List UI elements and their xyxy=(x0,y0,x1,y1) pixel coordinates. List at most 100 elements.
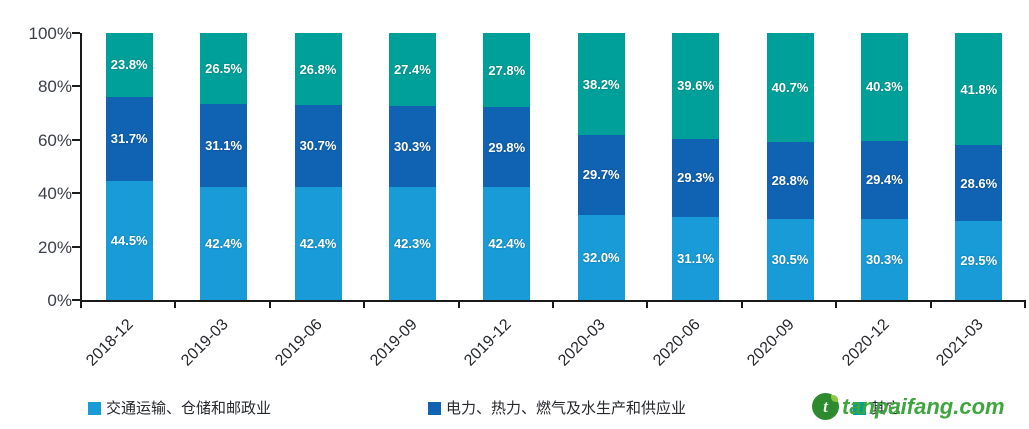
x-tick-label: 2021-03 xyxy=(933,315,987,370)
x-tick-mark xyxy=(457,300,460,308)
y-tick-mark xyxy=(72,192,80,195)
bar-2018-12: 44.5% 31.7% 23.8% xyxy=(105,33,153,300)
segment-value-label: 26.5% xyxy=(205,60,243,76)
x-tick-mark xyxy=(1024,300,1026,308)
bar-segment: 27.8% xyxy=(483,33,531,108)
segment-value-label: 23.8% xyxy=(110,57,148,73)
bar-segment: 27.4% xyxy=(388,33,436,107)
segment-value-label: 38.2% xyxy=(582,76,620,92)
segment-value-label: 27.4% xyxy=(393,62,431,78)
bar-2019-09: 42.3% 30.3% 27.4% xyxy=(388,33,436,300)
x-tick-label: 2020-12 xyxy=(838,315,893,370)
y-tick-mark xyxy=(72,299,80,301)
bar-2021-03: 29.5% 28.6% 41.8% xyxy=(955,33,1003,300)
x-tick-mark xyxy=(174,300,177,308)
segment-value-label: 31.7% xyxy=(110,131,148,147)
bar-segment: 30.5% xyxy=(766,218,814,300)
legend-label: 其它 xyxy=(871,399,902,417)
legend-swatch xyxy=(428,401,441,415)
x-tick-mark xyxy=(835,300,838,308)
segment-value-label: 31.1% xyxy=(205,137,243,153)
legend-item: 交通运输、仓储和邮政业 xyxy=(88,400,271,416)
watermark-text: tanpaifang.com xyxy=(842,393,1005,419)
bar-segment: 28.6% xyxy=(955,144,1003,222)
segment-value-label: 42.4% xyxy=(205,235,243,251)
segment-value-label: 30.5% xyxy=(771,251,809,267)
bar-segment: 42.4% xyxy=(200,186,248,300)
legend-item: 电力、热力、燃气及水生产和供应业 xyxy=(428,400,686,416)
plot-area: 44.5% 31.7% 23.8% 42.4% 31.1% 26.5% 42.4% 30.7%… xyxy=(80,33,1026,302)
segment-value-label: 28.8% xyxy=(771,172,809,188)
x-tick-mark xyxy=(80,300,82,308)
bar-segment: 39.6% xyxy=(672,33,720,139)
y-tick-label: 100% xyxy=(28,24,72,43)
bar-segment: 26.8% xyxy=(294,33,342,105)
x-tick-label: 2019-12 xyxy=(461,315,515,370)
y-tick-mark xyxy=(72,245,80,248)
bar-segment: 31.7% xyxy=(105,96,153,182)
y-tick-label: 0% xyxy=(47,291,72,310)
bar-segment: 32.0% xyxy=(577,214,625,300)
y-tick-label: 20% xyxy=(37,237,72,257)
bar-segment: 40.3% xyxy=(860,33,908,141)
segment-value-label: 30.7% xyxy=(299,138,337,154)
bar-segment: 29.4% xyxy=(860,140,908,220)
segment-value-label: 30.3% xyxy=(865,252,903,268)
segment-value-label: 28.6% xyxy=(960,175,998,191)
x-tick-mark xyxy=(740,300,743,308)
segment-value-label: 42.4% xyxy=(299,235,337,251)
x-tick-mark xyxy=(646,300,649,308)
bar-2019-03: 42.4% 31.1% 26.5% xyxy=(200,33,248,300)
y-tick-mark xyxy=(72,138,80,141)
x-tick-label: 2020-03 xyxy=(555,315,610,370)
x-tick-mark xyxy=(929,300,932,308)
bar-segment: 23.8% xyxy=(105,33,153,97)
segment-value-label: 42.3% xyxy=(393,236,431,252)
y-tick-label: 80% xyxy=(37,77,72,97)
x-tick-label: 2020-09 xyxy=(744,315,798,370)
segment-value-label: 26.8% xyxy=(299,61,337,77)
bar-segment: 26.5% xyxy=(200,33,248,104)
segment-value-label: 32.0% xyxy=(582,249,620,265)
bar-segment: 38.2% xyxy=(577,33,625,136)
bar-segment: 41.8% xyxy=(955,33,1003,145)
legend-item: 其它 xyxy=(853,400,901,416)
segment-value-label: 41.8% xyxy=(960,81,998,97)
bar-segment: 30.3% xyxy=(388,106,436,188)
legend-swatch xyxy=(88,401,101,415)
watermark-logo-icon: t xyxy=(812,393,839,420)
legend-label: 电力、热力、燃气及水生产和供应业 xyxy=(446,399,687,417)
x-tick-label: 2019-06 xyxy=(272,315,326,370)
y-tick-mark xyxy=(72,85,80,88)
bar-segment: 40.7% xyxy=(766,33,814,142)
x-tick-label: 2020-06 xyxy=(650,315,704,370)
bar-segment: 30.3% xyxy=(860,219,908,300)
x-tick-mark xyxy=(268,300,271,308)
segment-value-label: 40.7% xyxy=(771,79,809,95)
bar-2020-09: 30.5% 28.8% 40.7% xyxy=(766,33,814,300)
leaf-icon xyxy=(831,395,838,402)
segment-value-label: 30.3% xyxy=(393,139,431,155)
bar-2020-06: 31.1% 29.3% 39.6% xyxy=(672,33,720,300)
segment-value-label: 29.8% xyxy=(488,139,526,155)
y-tick-label: 60% xyxy=(37,130,72,150)
segment-value-label: 31.1% xyxy=(677,250,715,266)
segment-value-label: 40.3% xyxy=(865,79,903,95)
bar-segment: 31.1% xyxy=(200,103,248,187)
segment-value-label: 29.5% xyxy=(960,253,998,269)
segment-value-label: 42.4% xyxy=(488,235,526,251)
bar-segment: 29.8% xyxy=(483,107,531,187)
bar-segment: 31.1% xyxy=(672,216,720,300)
bar-2019-06: 42.4% 30.7% 26.8% xyxy=(294,33,342,300)
segment-value-label: 29.4% xyxy=(865,172,903,188)
segment-value-label: 39.6% xyxy=(677,78,715,94)
x-tick-label: 2019-03 xyxy=(178,315,232,370)
x-tick-label: 2019-09 xyxy=(366,315,421,370)
bar-segment: 28.8% xyxy=(766,141,814,219)
bar-segment: 29.7% xyxy=(577,135,625,215)
x-tick-label: 2018-12 xyxy=(83,315,138,370)
segment-value-label: 29.7% xyxy=(582,167,620,183)
bar-segment: 42.4% xyxy=(294,186,342,300)
bar-segment: 42.3% xyxy=(388,187,436,300)
